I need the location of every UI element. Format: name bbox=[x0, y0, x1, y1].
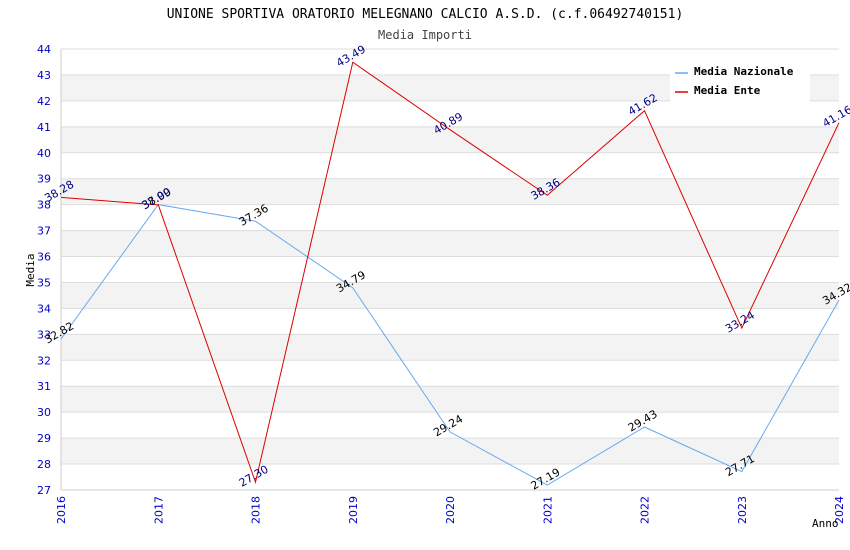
y-tick-label: 35 bbox=[37, 276, 51, 289]
y-tick-label: 43 bbox=[37, 69, 51, 82]
y-tick-label: 33 bbox=[37, 328, 51, 341]
x-tick-label: 2020 bbox=[444, 496, 457, 524]
legend-box bbox=[670, 60, 810, 102]
y-tick-label: 42 bbox=[37, 95, 51, 108]
series-line-nazionale bbox=[60, 204, 840, 486]
y-tick-label: 31 bbox=[37, 380, 51, 393]
y-tick-label: 32 bbox=[37, 354, 51, 367]
data-label: 33.24 bbox=[723, 309, 757, 336]
chart-title: UNIONE SPORTIVA ORATORIO MELEGNANO CALCI… bbox=[167, 7, 684, 22]
y-tick-label: 37 bbox=[37, 225, 51, 238]
data-label: 43.49 bbox=[334, 43, 368, 70]
x-tick-label: 2024 bbox=[833, 496, 846, 524]
x-tick-label: 2021 bbox=[541, 496, 554, 524]
x-tick-label: 2017 bbox=[152, 496, 165, 524]
grid-band bbox=[61, 126, 839, 153]
x-tick-label: 2018 bbox=[250, 496, 263, 524]
chart-subtitle: Media Importi bbox=[378, 28, 472, 42]
x-tick-label: 2016 bbox=[55, 496, 68, 524]
y-tick-label: 40 bbox=[37, 147, 51, 160]
grid-band bbox=[61, 230, 839, 257]
y-tick-label: 34 bbox=[37, 302, 51, 315]
y-tick-label: 30 bbox=[37, 406, 51, 419]
grid-band bbox=[61, 438, 839, 465]
plot-background bbox=[60, 48, 839, 491]
y-tick-label: 38 bbox=[37, 199, 51, 212]
y-tick-label: 28 bbox=[37, 458, 51, 471]
y-tick-label: 36 bbox=[37, 251, 51, 264]
data-labels: 32.8238.0037.3634.7929.2427.1929.4327.71… bbox=[42, 43, 850, 493]
y-tick-label: 27 bbox=[37, 484, 51, 497]
x-axis-label: Anno bbox=[812, 517, 839, 530]
y-axis-label: Media bbox=[24, 253, 37, 286]
series-lines bbox=[60, 61, 840, 486]
data-label: 29.24 bbox=[431, 412, 465, 439]
y-axis-ticks: 27 28 29 30 31 32 33 34 35 36 37 38 39 40 41 42 43 44 bbox=[37, 43, 51, 497]
grid-band bbox=[61, 386, 839, 413]
y-tick-label: 41 bbox=[37, 121, 51, 134]
data-label: 37.36 bbox=[237, 202, 271, 229]
x-axis-ticks: 2016 2017 2018 2019 2020 2021 2022 2023 2024 bbox=[55, 496, 846, 524]
y-tick-label: 44 bbox=[37, 43, 51, 56]
grid-band bbox=[61, 334, 839, 361]
series-line-ente bbox=[60, 61, 840, 484]
y-tick-label: 39 bbox=[37, 173, 51, 186]
x-tick-label: 2022 bbox=[639, 496, 652, 524]
data-label: 27.19 bbox=[529, 466, 563, 493]
grid-band bbox=[61, 178, 839, 205]
data-label: 27.30 bbox=[237, 463, 271, 490]
x-tick-label: 2023 bbox=[736, 496, 749, 524]
grid-band bbox=[61, 282, 839, 309]
legend: Media Nazionale Media Ente bbox=[670, 60, 810, 102]
legend-label-nazionale: Media Nazionale bbox=[694, 65, 794, 78]
x-tick-label: 2019 bbox=[347, 496, 360, 524]
y-tick-label: 29 bbox=[37, 432, 51, 445]
legend-label-ente: Media Ente bbox=[694, 84, 761, 97]
data-label: 41.16 bbox=[820, 103, 850, 130]
